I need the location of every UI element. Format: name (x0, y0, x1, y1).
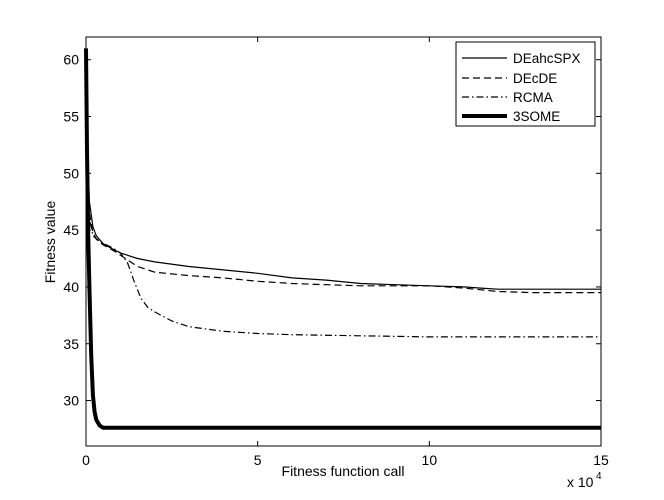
legend-label-decde: DEcDE (513, 71, 557, 86)
series-line-deahcspx (85, 53, 601, 290)
legend-box (455, 41, 596, 127)
y-tick-label: 40 (63, 279, 79, 295)
x-tick-label: 0 (82, 452, 90, 468)
legend-label-rcma: RCMA (513, 90, 553, 105)
y-tick-label: 60 (63, 52, 79, 68)
tick-layer: 0 5 10 15 30 35 40 45 50 55 60 (63, 37, 609, 468)
y-axis-label: Fitness value (42, 201, 58, 284)
series-layer (84, 48, 601, 430)
y-tick-label: 55 (63, 109, 79, 125)
legend: DEahcSPX DEcDE RCMA 3SOME (455, 41, 596, 127)
y-tick-label: 50 (63, 165, 79, 181)
x-tick-label: 15 (593, 452, 609, 468)
series-line-3some (84, 48, 601, 430)
x-multiplier-exponent: 4 (596, 471, 602, 482)
y-tick-label: 35 (63, 336, 79, 352)
x-axis-label: Fitness function call (282, 463, 405, 479)
x-tick-label: 5 (254, 452, 262, 468)
legend-label-deahcspx: DEahcSPX (513, 51, 581, 66)
x-multiplier-label: x 10 (567, 474, 594, 490)
y-tick-label: 45 (63, 222, 79, 238)
series-line-rcma (85, 48, 601, 338)
y-tick-label: 30 (63, 393, 79, 409)
x-tick-label: 10 (422, 452, 438, 468)
legend-label-3some: 3SOME (513, 109, 560, 124)
